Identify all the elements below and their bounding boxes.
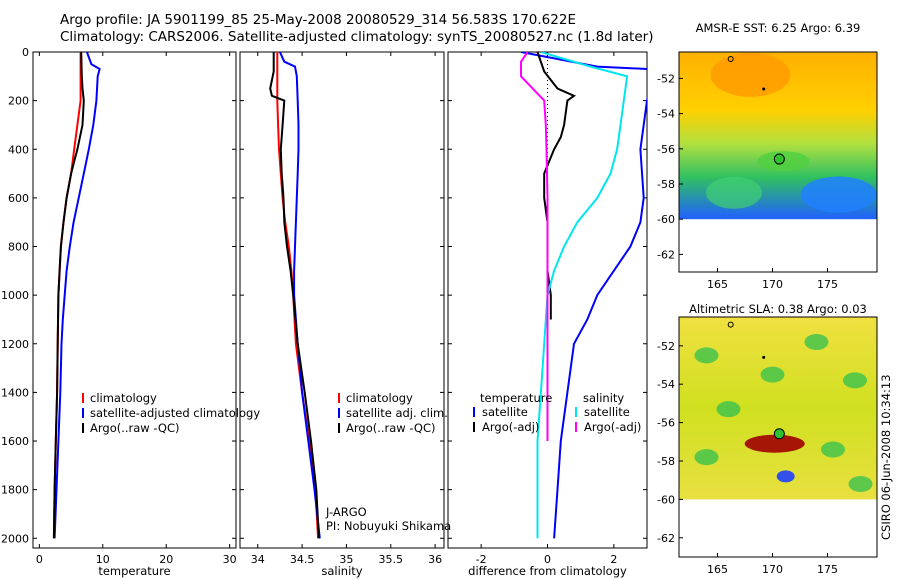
y-tick-label-depth: 1000 xyxy=(1,289,29,302)
map-y-tick-label: -60 xyxy=(657,213,675,226)
series-line-difference-0 xyxy=(520,52,647,539)
x-tick-label-salinity: 35.5 xyxy=(379,553,404,566)
x-tick-label-salinity: 34.5 xyxy=(290,553,315,566)
pi-annotation: J-ARGO xyxy=(325,505,367,519)
map-y-tick-label: -62 xyxy=(657,532,675,545)
map-x-tick-label: 175 xyxy=(817,563,838,576)
y-tick-label-depth: 600 xyxy=(8,192,29,205)
y-tick-label-depth: 1200 xyxy=(1,338,29,351)
reference-point xyxy=(762,355,766,359)
legend-label: Argo(..raw -QC) xyxy=(90,421,180,435)
timestamp-stamp: CSIRO 06-Jun-2008 10:34:13 xyxy=(879,374,893,540)
series-line-temperature-1 xyxy=(53,52,101,539)
map-y-tick-label: -62 xyxy=(657,248,675,261)
reference-point xyxy=(727,56,734,63)
legend-label: satellite xyxy=(584,405,630,419)
map-title-amsr: AMSR-E SST: 6.25 Argo: 6.39 xyxy=(696,21,861,35)
x-tick-label-difference: 0 xyxy=(544,553,551,566)
y-tick-label-depth: 1600 xyxy=(1,435,29,448)
map-x-tick-label: 170 xyxy=(762,278,783,291)
argo-position-marker xyxy=(773,153,785,165)
panel-frame-temperature xyxy=(32,51,237,549)
reference-point xyxy=(727,321,734,328)
legend-heading-salinity: salinity xyxy=(583,391,624,405)
legend-label: satellite xyxy=(482,405,528,419)
sst-green-patch xyxy=(706,176,762,209)
x-axis-label-difference: difference from climatology xyxy=(468,564,627,578)
legend-label: Argo(..raw -QC) xyxy=(346,421,436,435)
series-line-difference-3 xyxy=(520,52,549,441)
legend-label: satellite adj. clim. xyxy=(346,406,448,420)
map-y-tick-label: -56 xyxy=(657,143,675,156)
series-line-difference-2 xyxy=(536,52,629,539)
sla-low-patch xyxy=(776,470,795,483)
y-tick-label-depth: 1800 xyxy=(1,484,29,497)
x-tick-label-salinity: 34 xyxy=(251,553,265,566)
x-tick-label-salinity: 35 xyxy=(339,553,353,566)
plot-title-line-2: Climatology: CARS2006. Satellite-adjuste… xyxy=(60,29,654,45)
x-axis-label-salinity: salinity xyxy=(321,564,362,578)
map-y-tick-label: -60 xyxy=(657,493,675,506)
legend-label: Argo(-adj) xyxy=(482,420,539,434)
map-y-tick-label: -58 xyxy=(657,455,675,468)
map-x-tick-label: 165 xyxy=(707,563,728,576)
x-tick-label-temperature: 10 xyxy=(96,553,110,566)
x-tick-label-difference: 2 xyxy=(610,553,617,566)
sla-green-patch xyxy=(694,449,719,466)
map-y-tick-label: -52 xyxy=(657,72,675,85)
y-tick-label-depth: 400 xyxy=(8,143,29,156)
x-tick-label-temperature: 20 xyxy=(159,553,173,566)
map-frame-amsr xyxy=(678,51,878,273)
series-line-salinity-2 xyxy=(269,52,320,539)
map-y-tick-label: -54 xyxy=(657,108,675,121)
x-axis-label-temperature: temperature xyxy=(98,564,170,578)
sla-green-patch xyxy=(804,333,829,350)
map-y-tick-label: -54 xyxy=(657,378,675,391)
legend-label: satellite-adjusted climatology xyxy=(90,406,260,420)
reference-point xyxy=(762,87,766,91)
sla-high-patch xyxy=(744,434,805,453)
argo-position-marker xyxy=(773,428,785,440)
y-tick-label-depth: 800 xyxy=(8,241,29,254)
legend-label: Argo(-adj) xyxy=(584,420,641,434)
y-tick-label-depth: 0 xyxy=(22,46,29,59)
sla-green-patch xyxy=(821,441,845,458)
map-y-tick-label: -56 xyxy=(657,417,675,430)
legend-heading-temperature: temperature xyxy=(480,391,552,405)
sla-green-patch xyxy=(694,347,719,364)
y-tick-label-depth: 2000 xyxy=(1,532,29,545)
legend-label: climatology xyxy=(90,391,157,405)
pi-annotation: PI: Nobuyuki Shikama xyxy=(326,519,451,533)
map-title-sla: Altimetric SLA: 0.38 Argo: 0.03 xyxy=(689,302,867,316)
x-tick-label-temperature: 30 xyxy=(223,553,237,566)
map-x-tick-label: 165 xyxy=(707,278,728,291)
sst-cold-patch xyxy=(800,176,877,213)
sst-warm-patch xyxy=(710,52,791,97)
sla-green-patch xyxy=(760,366,785,383)
sla-green-patch xyxy=(848,476,873,493)
y-tick-label-depth: 1400 xyxy=(1,386,29,399)
plot-title-line-1: Argo profile: JA 5901199_85 25-May-2008 … xyxy=(60,12,576,28)
map-x-tick-label: 175 xyxy=(817,278,838,291)
map-y-tick-label: -58 xyxy=(657,178,675,191)
sla-green-patch xyxy=(843,372,867,389)
y-tick-label-depth: 200 xyxy=(8,95,29,108)
panel-frame-salinity xyxy=(239,51,445,549)
legend-label: climatology xyxy=(346,391,413,405)
series-line-salinity-1 xyxy=(278,52,321,539)
x-tick-label-difference: -2 xyxy=(476,553,487,566)
sla-green-patch xyxy=(716,401,741,418)
map-frame-sla xyxy=(678,316,878,558)
x-tick-label-salinity: 36 xyxy=(428,553,442,566)
map-y-tick-label: -52 xyxy=(657,340,675,353)
series-line-temperature-2 xyxy=(52,52,85,539)
map-x-tick-label: 170 xyxy=(762,563,783,576)
x-tick-label-temperature: 0 xyxy=(36,553,43,566)
map-field-sla xyxy=(679,317,877,500)
